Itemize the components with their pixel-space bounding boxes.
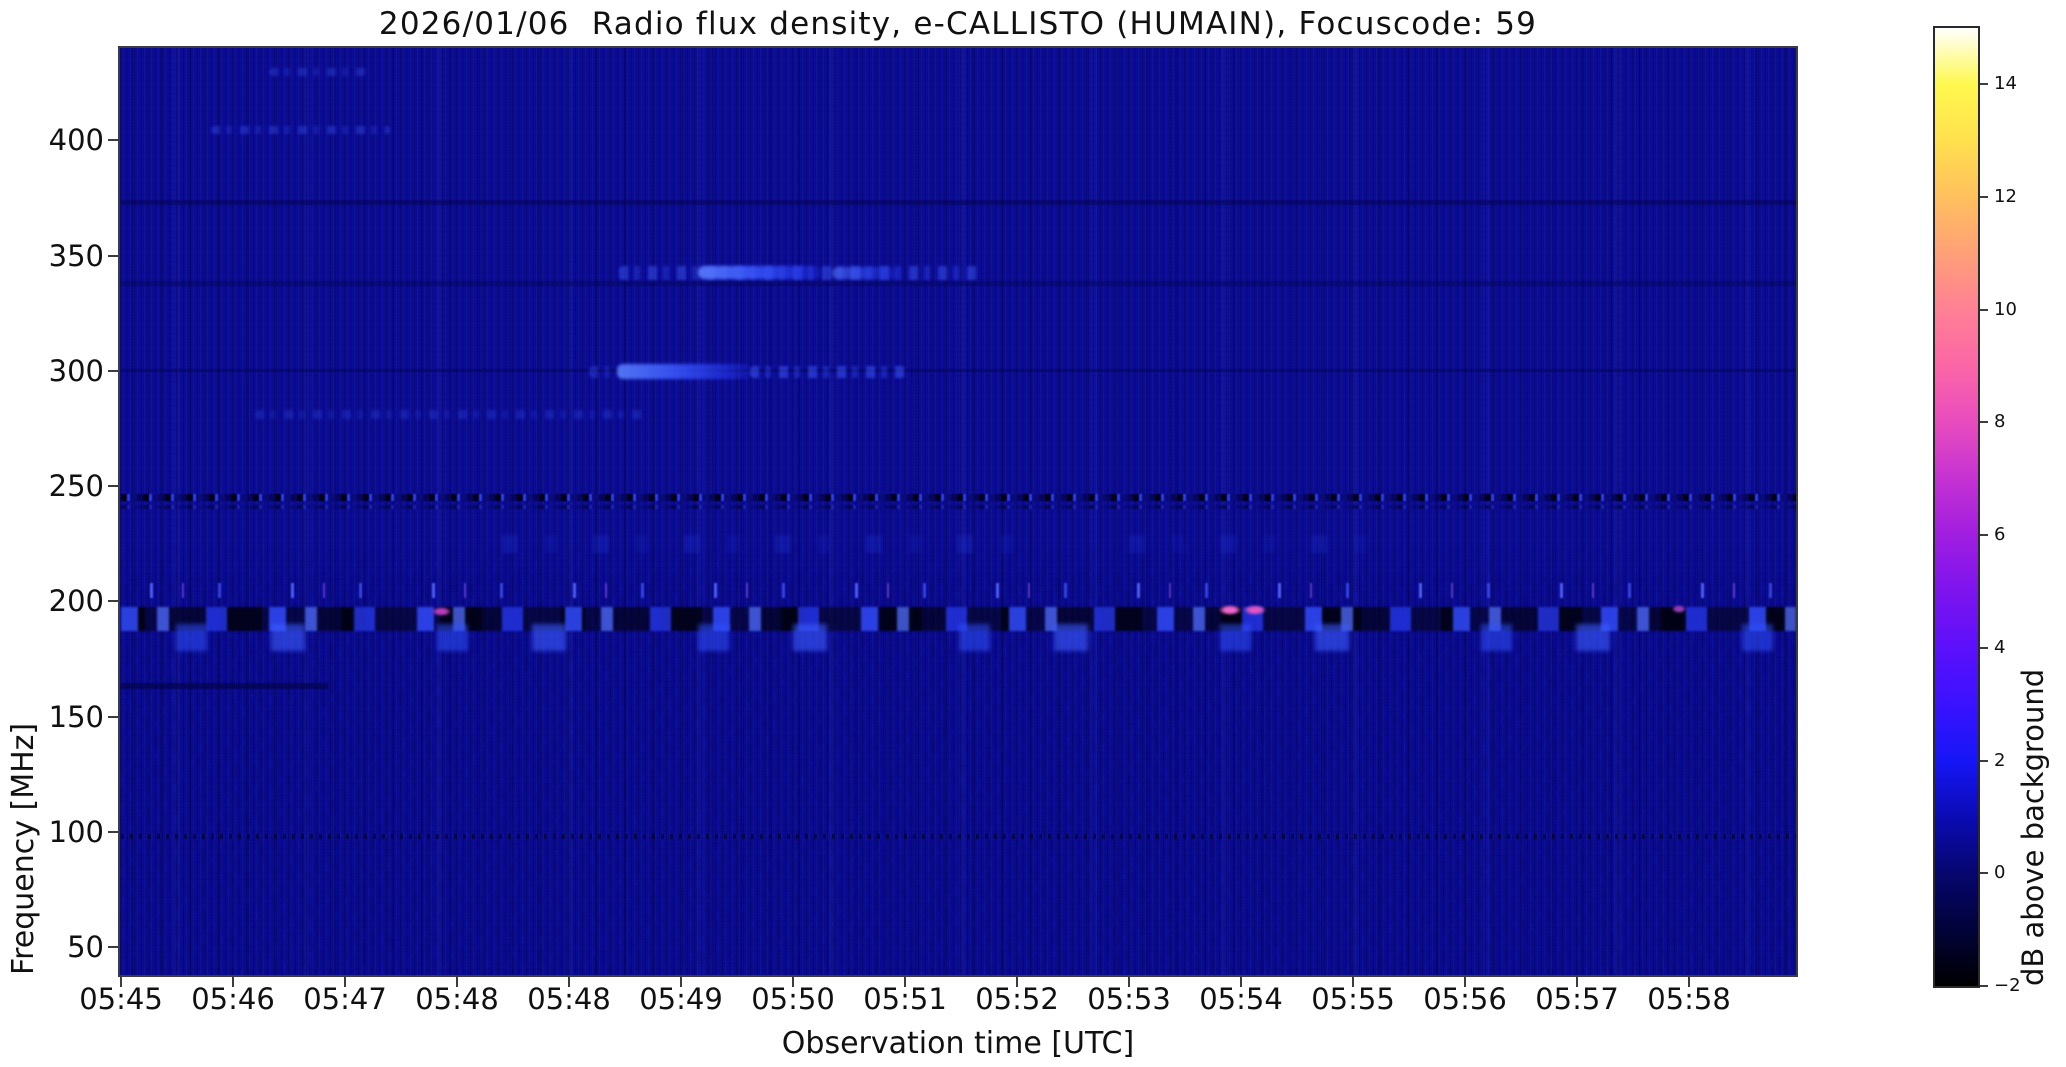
y-tick-mark xyxy=(108,715,120,718)
x-tick-mark xyxy=(904,975,906,987)
x-tick-mark xyxy=(456,975,458,987)
colorbar-tick-label: 10 xyxy=(1994,298,2017,320)
y-tick-mark xyxy=(108,600,120,603)
y-tick-label: 400 xyxy=(48,123,104,158)
pink-spot-0558 xyxy=(1672,604,1686,613)
colorbar-tick-label: 14 xyxy=(1994,73,2017,95)
pink-spot-0554-a xyxy=(1218,604,1241,616)
x-tick-mark xyxy=(1352,975,1354,987)
colorbar-tick-mark xyxy=(1980,308,1988,311)
x-tick-label: 05:54 xyxy=(1199,982,1283,1016)
y-tick-mark xyxy=(108,946,120,949)
speckle-225mhz-a xyxy=(501,534,1040,553)
colorbar-tick-mark xyxy=(1980,646,1988,649)
y-tick-label: 200 xyxy=(48,584,104,619)
x-tick-label: 05:53 xyxy=(1087,982,1171,1016)
colorbar-tick-mark xyxy=(1980,759,1988,762)
y-tick-label: 250 xyxy=(48,469,104,504)
burst-300mhz-core xyxy=(617,363,751,379)
y-tick-mark xyxy=(108,139,120,142)
rfi-tick-row-205mhz xyxy=(121,582,1796,598)
colorbar-tick-label: 8 xyxy=(1994,411,2006,433)
x-tick-label: 05:48 xyxy=(415,982,499,1016)
y-tick-label: 300 xyxy=(48,353,104,388)
colorbar-tick-label: 4 xyxy=(1994,636,2006,658)
x-tick-label: 05:50 xyxy=(751,982,835,1016)
colorbar-tick-mark xyxy=(1980,83,1988,86)
y-tick-label: 50 xyxy=(67,930,104,965)
channel-line-300mhz xyxy=(121,368,1796,372)
x-tick-mark xyxy=(1240,975,1242,987)
x-tick-label: 05:58 xyxy=(1647,982,1731,1016)
y-tick-mark xyxy=(108,831,120,834)
y-tick-mark xyxy=(108,254,120,257)
pink-spot-0554-b xyxy=(1244,604,1266,616)
faint-streak-430mhz xyxy=(268,67,368,76)
colorbar xyxy=(1935,28,1978,986)
colorbar-tick-mark xyxy=(1980,985,1988,987)
faint-band-281mhz xyxy=(255,410,648,420)
y-tick-label: 350 xyxy=(48,238,104,273)
burst-343mhz-core xyxy=(697,265,821,279)
x-tick-mark xyxy=(344,975,346,987)
x-tick-label: 05:56 xyxy=(1423,982,1507,1016)
x-tick-label: 05:57 xyxy=(1535,982,1619,1016)
x-tick-mark xyxy=(1464,975,1466,987)
speckle-225mhz-b xyxy=(1129,534,1398,553)
x-axis-label: Observation time [UTC] xyxy=(781,1026,1135,1061)
x-tick-mark xyxy=(120,975,122,987)
colorbar-tick-mark xyxy=(1980,534,1988,537)
x-tick-label: 05:51 xyxy=(863,982,947,1016)
x-tick-label: 05:52 xyxy=(975,982,1059,1016)
colorbar-tick-mark xyxy=(1980,421,1988,424)
colorbar-tick-label: 12 xyxy=(1994,186,2017,208)
x-tick-mark xyxy=(680,975,682,987)
x-tick-mark xyxy=(1688,975,1690,987)
x-tick-mark xyxy=(1576,975,1578,987)
faint-streak-404mhz xyxy=(210,126,390,135)
x-tick-label: 05:46 xyxy=(191,982,275,1016)
colorbar-tick-mark xyxy=(1980,872,1988,875)
burst-343mhz-core2 xyxy=(832,267,900,279)
colorbar-label: dB above background xyxy=(2016,668,2050,986)
burst-300mhz-tail xyxy=(750,366,905,378)
dark-line-163mhz xyxy=(121,683,329,690)
x-tick-mark xyxy=(1016,975,1018,987)
y-tick-mark xyxy=(108,369,120,372)
x-tick-mark xyxy=(792,975,794,987)
colorbar-tick-label: 6 xyxy=(1994,524,2006,546)
y-tick-label: 100 xyxy=(48,815,104,850)
colorbar-tick-label: −2 xyxy=(1994,975,2021,996)
x-tick-label: 05:45 xyxy=(79,982,163,1016)
colorbar-tick-label: 2 xyxy=(1994,749,2006,771)
x-tick-mark xyxy=(232,975,234,987)
dotted-line-241mhz xyxy=(121,504,1796,510)
x-tick-label: 05:49 xyxy=(639,982,723,1016)
colorbar-tick-mark xyxy=(1980,196,1988,199)
channel-line-373mhz xyxy=(121,200,1796,205)
y-tick-mark xyxy=(108,485,120,488)
channel-line-338mhz xyxy=(121,280,1796,286)
x-tick-label: 05:48 xyxy=(527,982,611,1016)
x-tick-mark xyxy=(1128,975,1130,987)
dotted-line-245mhz xyxy=(121,494,1796,502)
x-tick-label: 05:55 xyxy=(1311,982,1395,1016)
colorbar-tick-label: 0 xyxy=(1994,862,2006,884)
y-tick-label: 150 xyxy=(48,699,104,734)
spectrogram-plot-area xyxy=(120,48,1796,975)
x-tick-label: 05:47 xyxy=(303,982,387,1016)
rfi-band-lower-blobs xyxy=(121,624,1796,651)
x-tick-mark xyxy=(568,975,570,987)
pink-spot-0548 xyxy=(432,607,452,617)
burst-300mhz-lead xyxy=(589,366,618,378)
dotted-line-98mhz xyxy=(121,834,1796,839)
figure-title: 2026/01/06 Radio flux density, e-CALLIST… xyxy=(378,6,1538,42)
